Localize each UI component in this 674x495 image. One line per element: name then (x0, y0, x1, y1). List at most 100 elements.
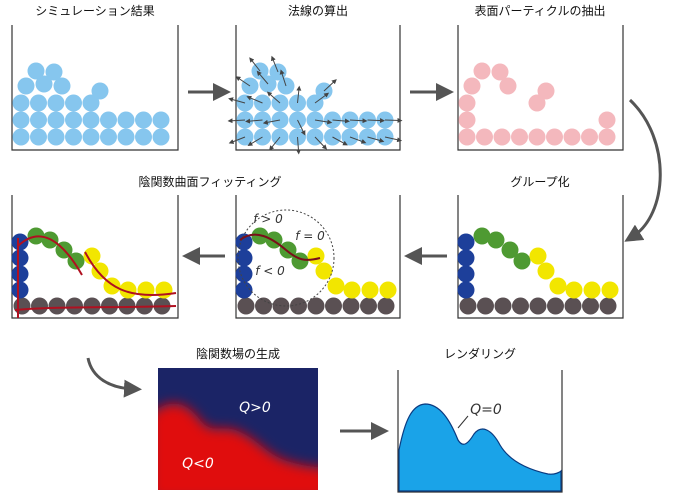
particle (153, 112, 170, 129)
particle (512, 298, 529, 315)
particle (238, 298, 255, 315)
particle (48, 112, 65, 129)
normal-arrow (368, 120, 383, 121)
particle (460, 298, 477, 315)
particle (566, 282, 583, 299)
particle (477, 298, 494, 315)
particle (30, 129, 47, 146)
particle (156, 282, 173, 299)
particle (474, 63, 491, 80)
particle (362, 282, 379, 299)
annotation: Q=0 (470, 402, 502, 418)
step-title: グループ化 (510, 175, 569, 189)
particle (565, 298, 582, 315)
particle (360, 298, 377, 315)
particle (18, 78, 35, 95)
particle (83, 129, 100, 146)
particle (14, 298, 31, 315)
step-title: レンダリング (444, 346, 516, 361)
particle (12, 266, 29, 283)
particle (488, 232, 505, 249)
particle (308, 248, 325, 265)
step-title: 陰関数場の生成 (196, 346, 280, 361)
annotation: f > 0 (253, 212, 283, 226)
particle (378, 298, 395, 315)
particle (31, 298, 48, 315)
particle (458, 282, 475, 299)
particle (92, 83, 109, 100)
particle (255, 298, 272, 315)
particle (581, 129, 598, 146)
particle (380, 282, 397, 299)
particle (325, 298, 342, 315)
particle (65, 95, 82, 112)
annotation: f < 0 (255, 264, 285, 278)
particle (459, 112, 476, 129)
particle (135, 112, 152, 129)
particle (100, 129, 117, 146)
particle (83, 112, 100, 129)
particle (49, 298, 66, 315)
particle (476, 129, 493, 146)
step-title: 法線の算出 (288, 3, 348, 18)
step-title: 表面パーティクルの抽出 (475, 4, 606, 18)
particle (30, 112, 47, 129)
particle (65, 112, 82, 129)
particle (153, 129, 170, 146)
particle (65, 129, 82, 146)
particle (30, 95, 47, 112)
particle (118, 129, 135, 146)
particle (12, 282, 29, 299)
particle (546, 129, 563, 146)
particle (458, 250, 475, 267)
particle (84, 298, 101, 315)
particle (529, 129, 546, 146)
normal-arrow (385, 120, 400, 121)
step-title: 陰関数曲面フィッティング (138, 174, 281, 189)
particle (343, 298, 360, 315)
pipeline-diagram: シミュレーション結果 法線の算出 表面パーティクルの抽出 陰関数曲面フィッティン… (0, 0, 674, 495)
particle (101, 298, 118, 315)
particle (538, 83, 555, 100)
particle (495, 298, 512, 315)
particle (530, 298, 547, 315)
annotation: Q<0 (182, 456, 214, 472)
particle (458, 234, 475, 251)
particle (316, 263, 333, 280)
particle (12, 250, 29, 267)
particle (599, 112, 616, 129)
step-title: シミュレーション結果 (35, 4, 155, 18)
particle (236, 282, 253, 299)
rendering: Q=0 (399, 402, 561, 491)
particle (118, 112, 135, 129)
particle (12, 234, 29, 251)
particle (48, 95, 65, 112)
particle (464, 78, 481, 95)
leader-line (458, 416, 468, 428)
particle (135, 129, 152, 146)
particle (100, 112, 117, 129)
particle (459, 95, 476, 112)
particle (494, 129, 511, 146)
particle (46, 64, 63, 81)
particle (530, 248, 547, 265)
particle (28, 63, 45, 80)
particle (48, 129, 65, 146)
particle (328, 278, 345, 295)
particle (584, 282, 601, 299)
particle (344, 282, 361, 299)
particle (600, 298, 617, 315)
arrow (88, 358, 133, 389)
particle (236, 266, 253, 283)
particle (66, 298, 83, 315)
particle (13, 112, 30, 129)
particle (13, 95, 30, 112)
particle (458, 266, 475, 283)
particle (308, 298, 325, 315)
particle (564, 129, 581, 146)
particle (547, 298, 564, 315)
particle (13, 129, 30, 146)
arrow (630, 100, 660, 237)
particle (459, 129, 476, 146)
annotation: f = 0 (295, 229, 325, 243)
